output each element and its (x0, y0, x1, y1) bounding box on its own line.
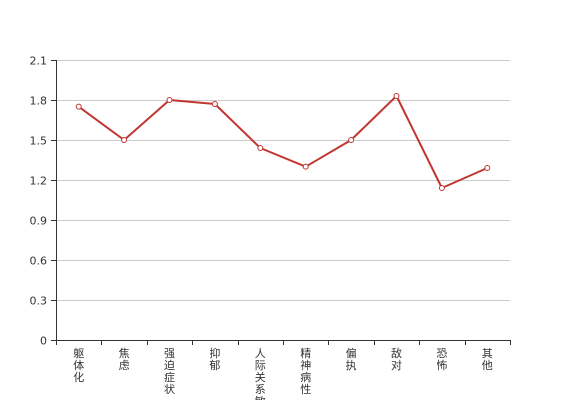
x-tick-label: 人际关系敏感 (255, 347, 266, 400)
x-tick-label: 躯体化 (73, 347, 84, 384)
y-tick-label: 0.6 (30, 255, 48, 268)
y-tick-label: 0.9 (30, 215, 48, 228)
data-point (121, 137, 128, 143)
data-point (75, 103, 82, 110)
x-axis-tick-labels: 躯体化 焦虑 强迫症状 抑郁 人际关系敏感 精神病性 偏执 敌对 恐怖 其他 (73, 346, 493, 404)
data-point (166, 97, 173, 103)
x-tick-label: 敌对 (391, 346, 402, 372)
series-layer (75, 93, 491, 191)
x-tick-label: 其他 (482, 347, 493, 372)
data-point (211, 101, 218, 107)
data-point (302, 163, 309, 170)
x-tick-label: 偏执 (346, 346, 357, 372)
data-point (393, 93, 400, 99)
data-point (348, 137, 355, 143)
y-tick-label: 2.1 (30, 55, 48, 68)
data-point (438, 185, 445, 191)
y-tick-label: 1.5 (30, 135, 48, 148)
x-tick-label: 抑郁 (209, 346, 220, 372)
axes (51, 60, 511, 345)
x-tick-label: 精神病性 (300, 347, 311, 396)
y-tick-label: 1.2 (30, 175, 48, 188)
x-tick-label: 恐怖 (436, 347, 447, 372)
grid-lines (56, 60, 510, 301)
data-point (257, 145, 264, 151)
x-tick-label: 焦虑 (119, 347, 130, 372)
y-tick-label: 0 (40, 335, 47, 348)
series-line (78, 95, 488, 189)
y-tick-label: 0.3 (30, 295, 48, 308)
y-tick-label: 1.8 (30, 95, 48, 108)
data-point (484, 165, 491, 171)
x-tick-label: 强迫症状 (164, 347, 175, 396)
y-axis-tick-labels: 0 0.3 0.6 0.9 1.2 1.5 1.8 2.1 (30, 55, 48, 348)
